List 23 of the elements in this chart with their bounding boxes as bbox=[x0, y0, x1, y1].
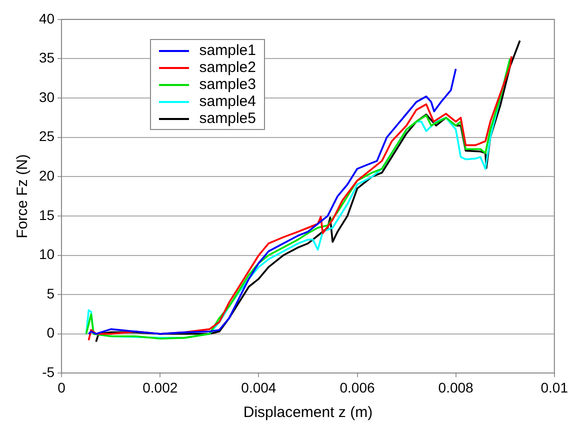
x-tick-label: 0.004 bbox=[241, 379, 276, 396]
x-tick-label: 0.002 bbox=[142, 379, 178, 396]
y-tick-label: 0 bbox=[46, 324, 55, 341]
x-tick-label: 0.008 bbox=[438, 379, 474, 396]
x-axis-title: Displacement z (m) bbox=[243, 404, 373, 422]
y-tick-label: -5 bbox=[42, 364, 55, 380]
legend-label: sample4 bbox=[199, 93, 256, 110]
y-tick-label: 25 bbox=[38, 128, 55, 144]
y-tick-label: 30 bbox=[38, 88, 55, 105]
y-tick-label: 20 bbox=[38, 168, 55, 184]
y-tick-label: 35 bbox=[38, 50, 55, 66]
y-axis-title: Force Fz (N) bbox=[14, 154, 32, 238]
x-tick-label: 0 bbox=[58, 379, 66, 396]
x-tick-label: 0.01 bbox=[540, 379, 568, 396]
y-tick-label: 15 bbox=[38, 206, 55, 223]
legend-label: sample1 bbox=[199, 42, 256, 60]
legend-label: sample5 bbox=[199, 110, 256, 128]
y-tick-label: 40 bbox=[38, 10, 55, 26]
legend-label: sample3 bbox=[199, 76, 256, 94]
y-tick-label: 10 bbox=[38, 246, 55, 262]
x-tick-label: 0.006 bbox=[340, 379, 375, 396]
y-tick-label: 5 bbox=[46, 285, 55, 302]
legend-label: sample2 bbox=[199, 59, 256, 76]
